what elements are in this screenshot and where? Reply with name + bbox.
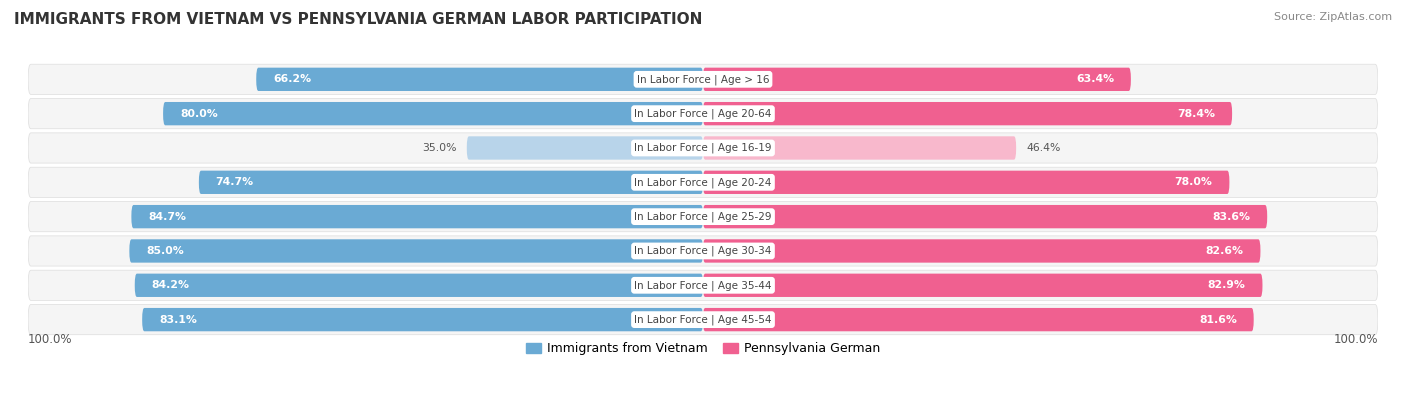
FancyBboxPatch shape — [163, 102, 703, 125]
Text: 35.0%: 35.0% — [422, 143, 457, 153]
FancyBboxPatch shape — [198, 171, 703, 194]
FancyBboxPatch shape — [703, 308, 1254, 331]
FancyBboxPatch shape — [467, 136, 703, 160]
FancyBboxPatch shape — [703, 171, 1229, 194]
FancyBboxPatch shape — [256, 68, 703, 91]
Text: In Labor Force | Age > 16: In Labor Force | Age > 16 — [637, 74, 769, 85]
Text: 85.0%: 85.0% — [146, 246, 184, 256]
Text: 66.2%: 66.2% — [273, 74, 311, 84]
Text: 63.4%: 63.4% — [1076, 74, 1114, 84]
FancyBboxPatch shape — [28, 99, 1378, 129]
Text: 83.1%: 83.1% — [159, 315, 197, 325]
Text: 83.6%: 83.6% — [1212, 212, 1250, 222]
Text: In Labor Force | Age 45-54: In Labor Force | Age 45-54 — [634, 314, 772, 325]
Text: 78.4%: 78.4% — [1177, 109, 1215, 118]
Text: IMMIGRANTS FROM VIETNAM VS PENNSYLVANIA GERMAN LABOR PARTICIPATION: IMMIGRANTS FROM VIETNAM VS PENNSYLVANIA … — [14, 12, 703, 27]
FancyBboxPatch shape — [703, 274, 1263, 297]
Text: 46.4%: 46.4% — [1026, 143, 1060, 153]
Text: 82.9%: 82.9% — [1208, 280, 1246, 290]
Text: 82.6%: 82.6% — [1205, 246, 1243, 256]
FancyBboxPatch shape — [703, 205, 1267, 228]
FancyBboxPatch shape — [135, 274, 703, 297]
FancyBboxPatch shape — [28, 270, 1378, 300]
Text: 100.0%: 100.0% — [28, 333, 73, 346]
FancyBboxPatch shape — [28, 305, 1378, 335]
Text: 81.6%: 81.6% — [1199, 315, 1237, 325]
FancyBboxPatch shape — [28, 236, 1378, 266]
Text: 80.0%: 80.0% — [180, 109, 218, 118]
FancyBboxPatch shape — [28, 64, 1378, 94]
FancyBboxPatch shape — [703, 102, 1232, 125]
FancyBboxPatch shape — [703, 136, 1017, 160]
FancyBboxPatch shape — [703, 239, 1260, 263]
Text: In Labor Force | Age 20-24: In Labor Force | Age 20-24 — [634, 177, 772, 188]
Text: In Labor Force | Age 35-44: In Labor Force | Age 35-44 — [634, 280, 772, 291]
Text: 84.2%: 84.2% — [152, 280, 190, 290]
FancyBboxPatch shape — [142, 308, 703, 331]
Text: 78.0%: 78.0% — [1174, 177, 1212, 187]
Text: 74.7%: 74.7% — [215, 177, 254, 187]
Text: 84.7%: 84.7% — [148, 212, 186, 222]
FancyBboxPatch shape — [131, 205, 703, 228]
FancyBboxPatch shape — [703, 68, 1130, 91]
FancyBboxPatch shape — [129, 239, 703, 263]
Text: In Labor Force | Age 30-34: In Labor Force | Age 30-34 — [634, 246, 772, 256]
Text: In Labor Force | Age 16-19: In Labor Force | Age 16-19 — [634, 143, 772, 153]
Text: In Labor Force | Age 25-29: In Labor Force | Age 25-29 — [634, 211, 772, 222]
FancyBboxPatch shape — [28, 167, 1378, 198]
Text: Source: ZipAtlas.com: Source: ZipAtlas.com — [1274, 12, 1392, 22]
Text: 100.0%: 100.0% — [1333, 333, 1378, 346]
FancyBboxPatch shape — [28, 201, 1378, 232]
Text: In Labor Force | Age 20-64: In Labor Force | Age 20-64 — [634, 108, 772, 119]
Legend: Immigrants from Vietnam, Pennsylvania German: Immigrants from Vietnam, Pennsylvania Ge… — [520, 337, 886, 361]
FancyBboxPatch shape — [28, 133, 1378, 163]
